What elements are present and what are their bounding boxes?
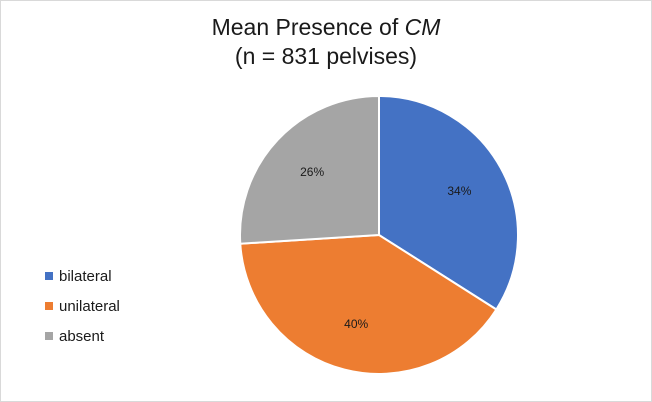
chart-subtitle: (n = 831 pelvises) [234,43,418,69]
chart-title-italic: CM [404,14,441,40]
legend-label-absent: absent [59,327,105,345]
data-label-unilateral: 40% [344,317,368,331]
pie-slice-unilateral [239,233,498,375]
pie-slice-absent [239,94,380,245]
legend-swatch-unilateral [45,302,53,310]
data-label-absent: 26% [300,165,324,179]
chart-title-prefix: Mean Presence of [211,14,405,40]
chart-legend: bilateral unilateral absent [45,261,120,351]
legend-item-bilateral: bilateral [45,261,120,291]
legend-item-absent: absent [45,321,120,351]
legend-item-unilateral: unilateral [45,291,120,321]
chart-title: Mean Presence of CM [1,13,651,41]
legend-swatch-absent [45,332,53,340]
legend-label-unilateral: unilateral [59,297,120,315]
legend-label-bilateral: bilateral [59,267,112,285]
legend-swatch-bilateral [45,272,53,280]
data-label-bilateral: 34% [447,184,471,198]
